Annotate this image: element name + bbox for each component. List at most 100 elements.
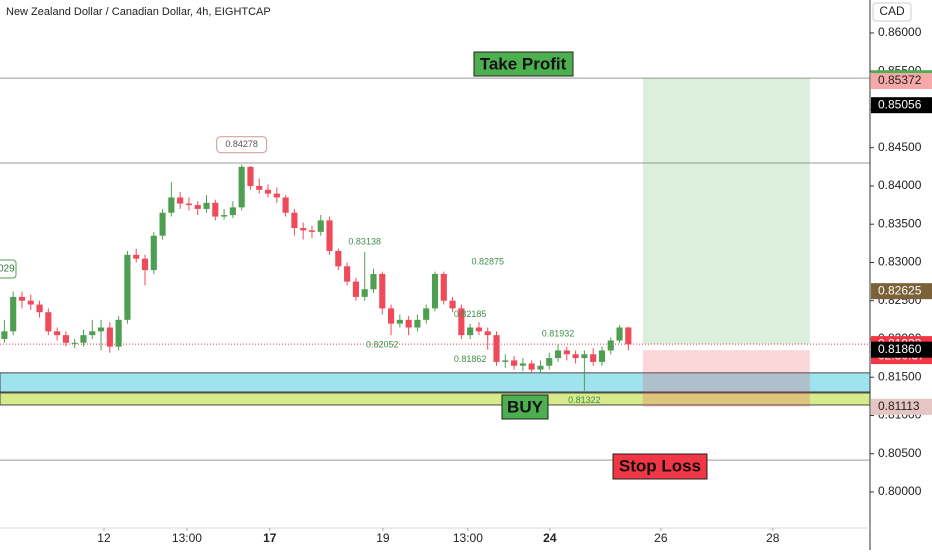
x-tick-label: 13:00 — [453, 531, 483, 545]
candle-body — [537, 365, 544, 370]
y-tick-label: 0.83000 — [878, 255, 922, 269]
candle-body — [616, 327, 623, 341]
candle-body — [256, 185, 263, 190]
candle-body — [71, 342, 78, 344]
x-tick-label: 12 — [97, 531, 111, 545]
candle-body — [467, 327, 474, 336]
profit-zone — [642, 78, 810, 345]
buy-label: BUY — [507, 397, 544, 416]
x-tick-label: 19 — [376, 531, 390, 545]
candle-body — [396, 319, 403, 324]
tp-box — [473, 51, 574, 77]
y-tick-label: 0.81500 — [878, 369, 922, 383]
candle-body — [159, 212, 166, 236]
candle-body — [528, 363, 535, 370]
pivot-label: 0.84278 — [225, 139, 258, 149]
candle-body — [45, 312, 52, 332]
candle-body — [203, 202, 210, 209]
candle-body — [291, 212, 298, 229]
buy-box — [501, 394, 549, 420]
candle-body — [80, 335, 87, 343]
price-badge — [871, 283, 932, 300]
candle-body — [300, 228, 307, 231]
pivot-label: 0.81932 — [542, 329, 575, 339]
stop-loss-label: Stop Loss — [619, 456, 701, 475]
candle-body — [405, 319, 412, 328]
candle-body — [212, 202, 219, 217]
candle-body — [229, 207, 236, 216]
candle-body — [326, 220, 333, 251]
y-tick-label: 0.84500 — [878, 140, 922, 154]
candle-body — [221, 215, 228, 217]
candle-body — [185, 203, 193, 206]
candle-body — [18, 296, 26, 301]
candle-body — [177, 197, 184, 204]
x-tick-label: 26 — [654, 531, 668, 545]
sl-box — [612, 453, 708, 480]
pivot-label: 0.81322 — [568, 395, 601, 405]
y-tick-label: 0.83500 — [878, 216, 922, 230]
candle-body — [352, 281, 359, 297]
candle-body — [598, 350, 606, 362]
price-badge — [871, 97, 932, 114]
candle-body — [150, 235, 157, 271]
pivot-label: 0.82875 — [471, 256, 504, 266]
candle-body — [10, 296, 17, 332]
currency-box[interactable] — [872, 2, 912, 22]
price-badge — [871, 73, 932, 90]
candle-body — [423, 308, 430, 320]
candle-body — [27, 300, 34, 305]
candle-body — [563, 350, 570, 355]
candle-body — [335, 250, 342, 267]
pivot-label: 0.82052 — [366, 339, 399, 349]
pivot-box — [216, 136, 268, 154]
candle-body — [607, 340, 614, 351]
x-tick-label: 28 — [766, 531, 780, 545]
candle-body — [317, 220, 324, 232]
price-badge-label: 0.85056 — [878, 97, 922, 111]
clipped-badge — [0, 259, 17, 279]
candle-body — [554, 350, 562, 359]
x-tick-label: 24 — [543, 531, 557, 545]
candle-body — [54, 331, 61, 336]
candle-body — [581, 354, 588, 359]
candle-body — [133, 254, 140, 259]
candle-body — [387, 308, 395, 324]
candle-body — [590, 354, 597, 362]
candle-body — [273, 193, 280, 198]
candle-body — [546, 358, 553, 366]
candle-body — [440, 273, 447, 301]
candle-body — [141, 258, 149, 271]
currency[interactable]: CAD — [879, 4, 905, 18]
candle-body — [344, 266, 351, 282]
candle-body — [168, 197, 175, 213]
candle-body — [572, 354, 579, 359]
candle-body — [519, 363, 526, 366]
chart-title: New Zealand Dollar / Canadian Dollar, 4h… — [6, 6, 271, 18]
clipped-label: 029 — [0, 264, 15, 275]
candle-body — [194, 205, 201, 209]
price-badge-label: 0.81860 — [878, 342, 922, 356]
candle-body — [1, 331, 8, 339]
candle-body — [361, 289, 368, 297]
candle-body — [89, 331, 96, 336]
candle-body — [264, 189, 272, 194]
candle-body — [458, 308, 465, 336]
y-tick-label: 0.80500 — [878, 446, 922, 460]
candle-body — [247, 166, 254, 186]
candle-body — [370, 273, 377, 290]
loss-zone — [642, 350, 810, 407]
price-badge-label: 0.85372 — [878, 73, 922, 87]
price-badge — [871, 341, 932, 358]
candle-body — [414, 319, 421, 328]
candle-body — [238, 166, 245, 208]
candle-body — [282, 197, 289, 213]
candle-body — [625, 327, 632, 345]
x-tick-label: 13:00 — [172, 531, 202, 545]
price-badge-label: 0.82625 — [878, 283, 922, 297]
candle-body — [62, 335, 69, 343]
candle-body — [379, 273, 386, 309]
price-badge-label: 0.81113 — [878, 399, 920, 413]
